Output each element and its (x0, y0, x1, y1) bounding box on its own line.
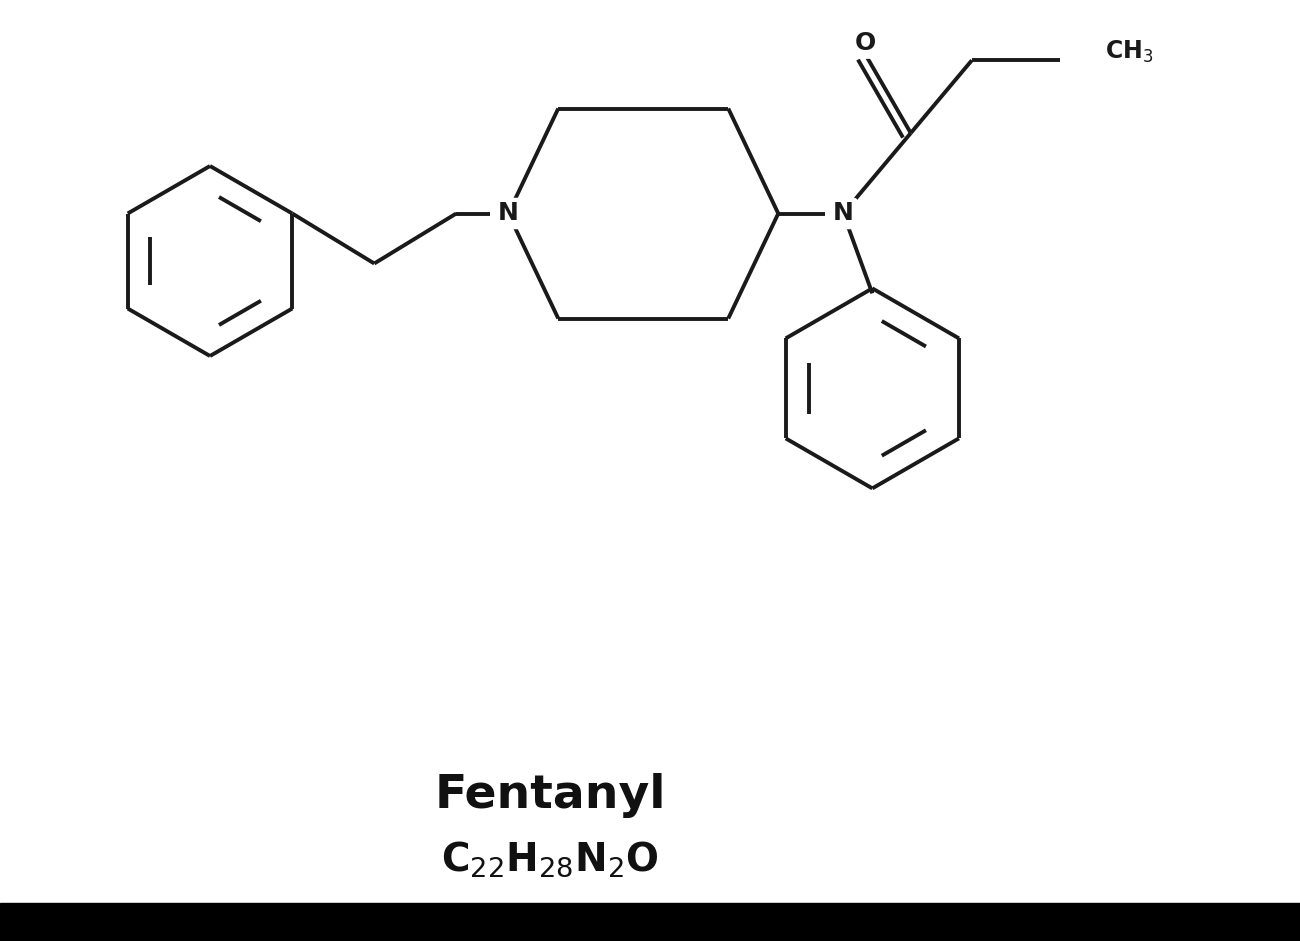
Text: Fentanyl: Fentanyl (434, 774, 666, 819)
Text: N: N (833, 201, 854, 226)
Text: C$_{22}$H$_{28}$N$_{2}$O: C$_{22}$H$_{28}$N$_{2}$O (441, 839, 659, 879)
Bar (0, 903, 1300, 941)
Text: O: O (855, 31, 876, 56)
Text: CH$_3$: CH$_3$ (1105, 40, 1153, 65)
Text: N: N (498, 201, 519, 226)
